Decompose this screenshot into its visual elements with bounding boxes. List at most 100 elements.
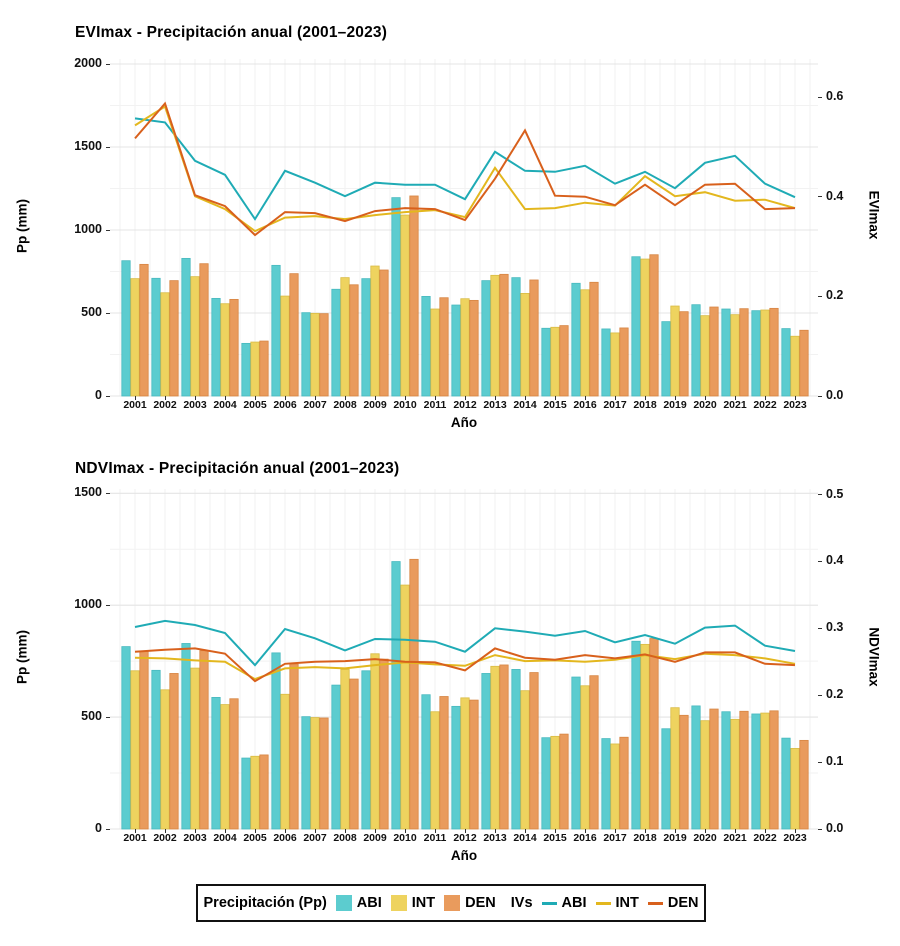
x-tick-mark [644,829,646,833]
x-tick-label-2003: 2003 [183,399,207,411]
legend-bar-group-label: Precipitación (Pp) [203,895,327,911]
bar-abi-2001 [121,646,131,830]
x-tick-label-2013: 2013 [483,832,507,844]
bar-den-2006 [289,273,299,397]
bar-int-2008 [340,669,350,830]
x-tick-mark [194,396,196,400]
bar-abi-2018 [631,256,641,397]
bar-abi-2013 [481,673,491,830]
bar-int-2023 [790,748,800,830]
x-tick-label-2022: 2022 [753,832,777,844]
y-tick-label-right: 0.0 [826,821,844,835]
y-tick-label-right: 0.2 [826,687,844,702]
bar-den-2022 [769,307,779,397]
x-tick-mark [674,829,676,833]
x-tick-mark [464,829,466,833]
y-tick-label-left: 1500 [74,139,102,153]
y-tick-mark-right [818,828,822,830]
bar-den-2012 [469,699,479,830]
abi-line-swatch-icon [541,901,557,905]
bar-den-2017 [619,327,629,397]
bar-int-2011 [430,711,440,830]
x-tick-mark [734,396,736,400]
x-tick-label-2022: 2022 [753,399,777,411]
bar-abi-2008 [331,684,341,830]
int-bar-swatch-icon [390,895,407,911]
bar-int-2007 [310,312,320,397]
bar-den-2018 [649,638,659,830]
bar-abi-2003 [181,643,191,830]
y-tick-label-right: 0.3 [826,620,844,635]
bar-int-2014 [520,690,530,830]
x-tick-label-2007: 2007 [303,399,327,411]
x-tick-label-2017: 2017 [603,832,627,844]
legend-label-pp-int: INT [411,895,436,911]
x-tick-mark [434,396,436,400]
y-tick-label-right: 0.0 [826,388,844,402]
x-tick-mark [554,829,556,833]
bar-int-2002 [160,292,170,397]
bar-den-2020 [709,306,719,397]
bar-abi-2008 [331,288,341,397]
x-tick-mark [194,829,196,833]
bar-abi-2003 [181,257,191,397]
bar-int-2019 [670,707,680,830]
bar-abi-2022 [751,713,761,830]
plot-area-evimax [110,59,818,397]
bar-den-2016 [589,281,599,397]
x-tick-mark [134,396,136,400]
x-tick-mark [164,829,166,833]
x-tick-label-2005: 2005 [243,832,267,844]
legend-label-iv-den: DEN [667,895,699,911]
bar-den-2001 [139,651,149,830]
panel-title-evimax: EVImax - Precipitación anual (2001–2023) [75,24,388,41]
x-tick-mark [254,829,256,833]
bar-int-2006 [280,693,290,830]
bar-int-2005 [250,755,260,830]
y-tick-mark-right [818,196,822,198]
y-tick-label-left: 500 [81,305,102,319]
bar-abi-2019 [661,728,671,830]
bar-den-2023 [799,739,809,830]
x-tick-mark [674,396,676,400]
x-tick-mark [614,396,616,400]
y-tick-label-left: 2000 [74,56,102,70]
x-tick-label-2004: 2004 [213,832,237,844]
x-tick-mark [494,396,496,400]
y-axis-label-pp-bottom: Pp (mm) [14,630,30,684]
bar-int-2016 [580,685,590,830]
bar-abi-2011 [421,295,431,397]
bar-den-2002 [169,673,179,830]
bar-den-2013 [499,664,509,830]
bar-abi-2022 [751,310,761,397]
line-den-ndvi [134,647,796,683]
x-tick-mark [794,829,796,833]
bar-int-2012 [460,298,470,397]
y-tick-mark-left [106,492,110,494]
x-tick-mark [164,396,166,400]
x-tick-label-2012: 2012 [453,399,477,411]
bar-abi-2018 [631,640,641,830]
x-tick-mark [584,829,586,833]
legend-line-group-label: IVs [510,895,533,911]
bar-int-2017 [610,743,620,830]
bar-den-2011 [439,297,449,397]
bar-abi-2023 [781,328,791,397]
bar-abi-2004 [211,297,221,397]
bar-int-2021 [730,314,740,397]
x-tick-mark [284,829,286,833]
bar-abi-2017 [601,738,611,830]
abi-bar-swatch-icon [335,895,352,911]
y-tick-mark-right [818,295,822,297]
bar-int-2010 [400,214,410,397]
bar-int-2006 [280,295,290,397]
x-tick-mark [794,396,796,400]
bar-abi-2010 [391,197,401,397]
int-line-swatch-icon [595,901,611,905]
bar-den-2012 [469,299,479,397]
bar-int-2008 [340,277,350,397]
y-tick-label-left: 0 [95,821,102,835]
bar-int-2016 [580,289,590,397]
x-tick-label-2010: 2010 [393,399,417,411]
